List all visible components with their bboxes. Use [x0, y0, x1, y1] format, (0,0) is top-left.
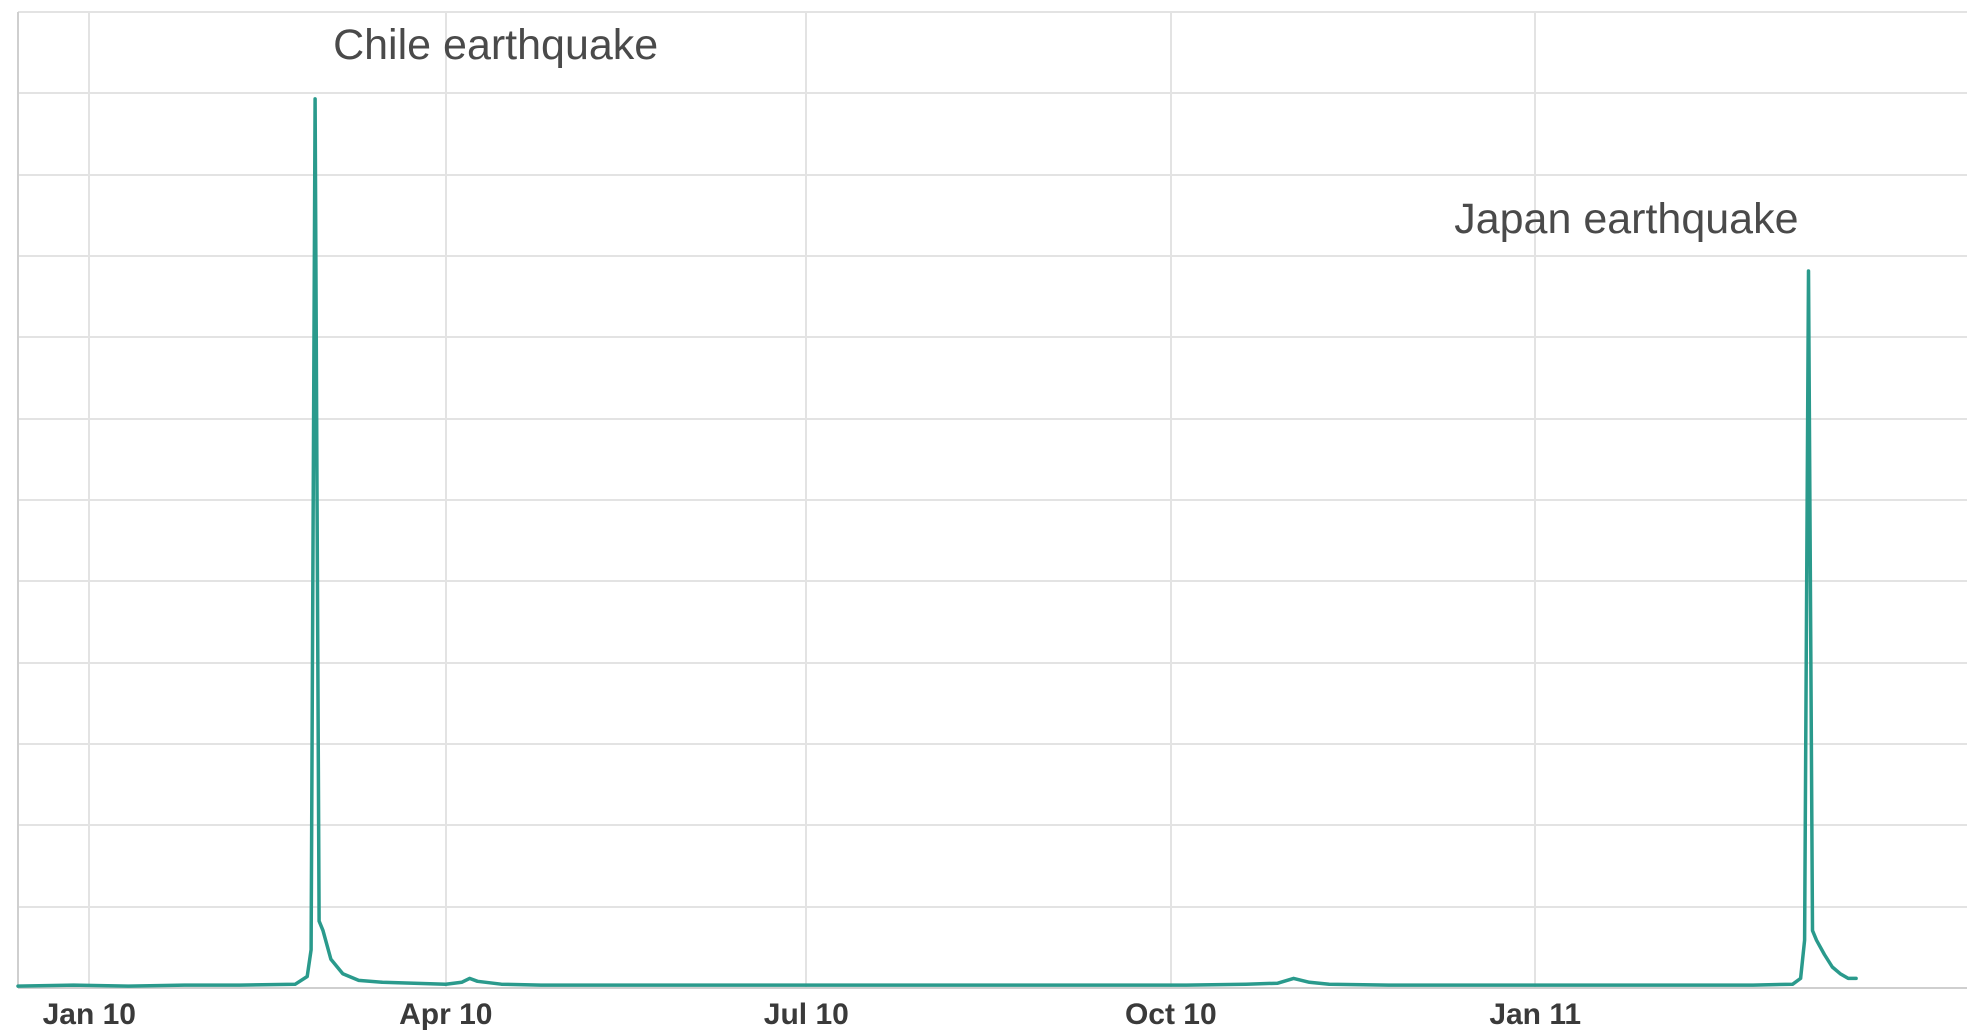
series-line-0 — [16, 97, 1858, 988]
annotation-label: Japan earthquake — [1454, 195, 1798, 243]
annotations: Chile earthquake Japan earthquake — [333, 21, 1798, 243]
axes — [17, 12, 1967, 989]
vertical-gridlines — [88, 12, 1536, 988]
x-tick-labels: Jan 10 Apr 10 Jul 10 Oct 10 Jan 11 — [43, 998, 1581, 1031]
x-tick-label: Oct 10 — [1125, 998, 1217, 1031]
x-tick-label: Jul 10 — [764, 998, 849, 1031]
horizontal-gridlines — [18, 11, 1967, 908]
x-tick-label: Apr 10 — [399, 998, 492, 1031]
series-group — [16, 97, 1858, 988]
x-tick-label: Jan 10 — [43, 998, 136, 1031]
annotation-label: Chile earthquake — [333, 21, 658, 69]
x-tick-label: Jan 11 — [1489, 998, 1581, 1031]
